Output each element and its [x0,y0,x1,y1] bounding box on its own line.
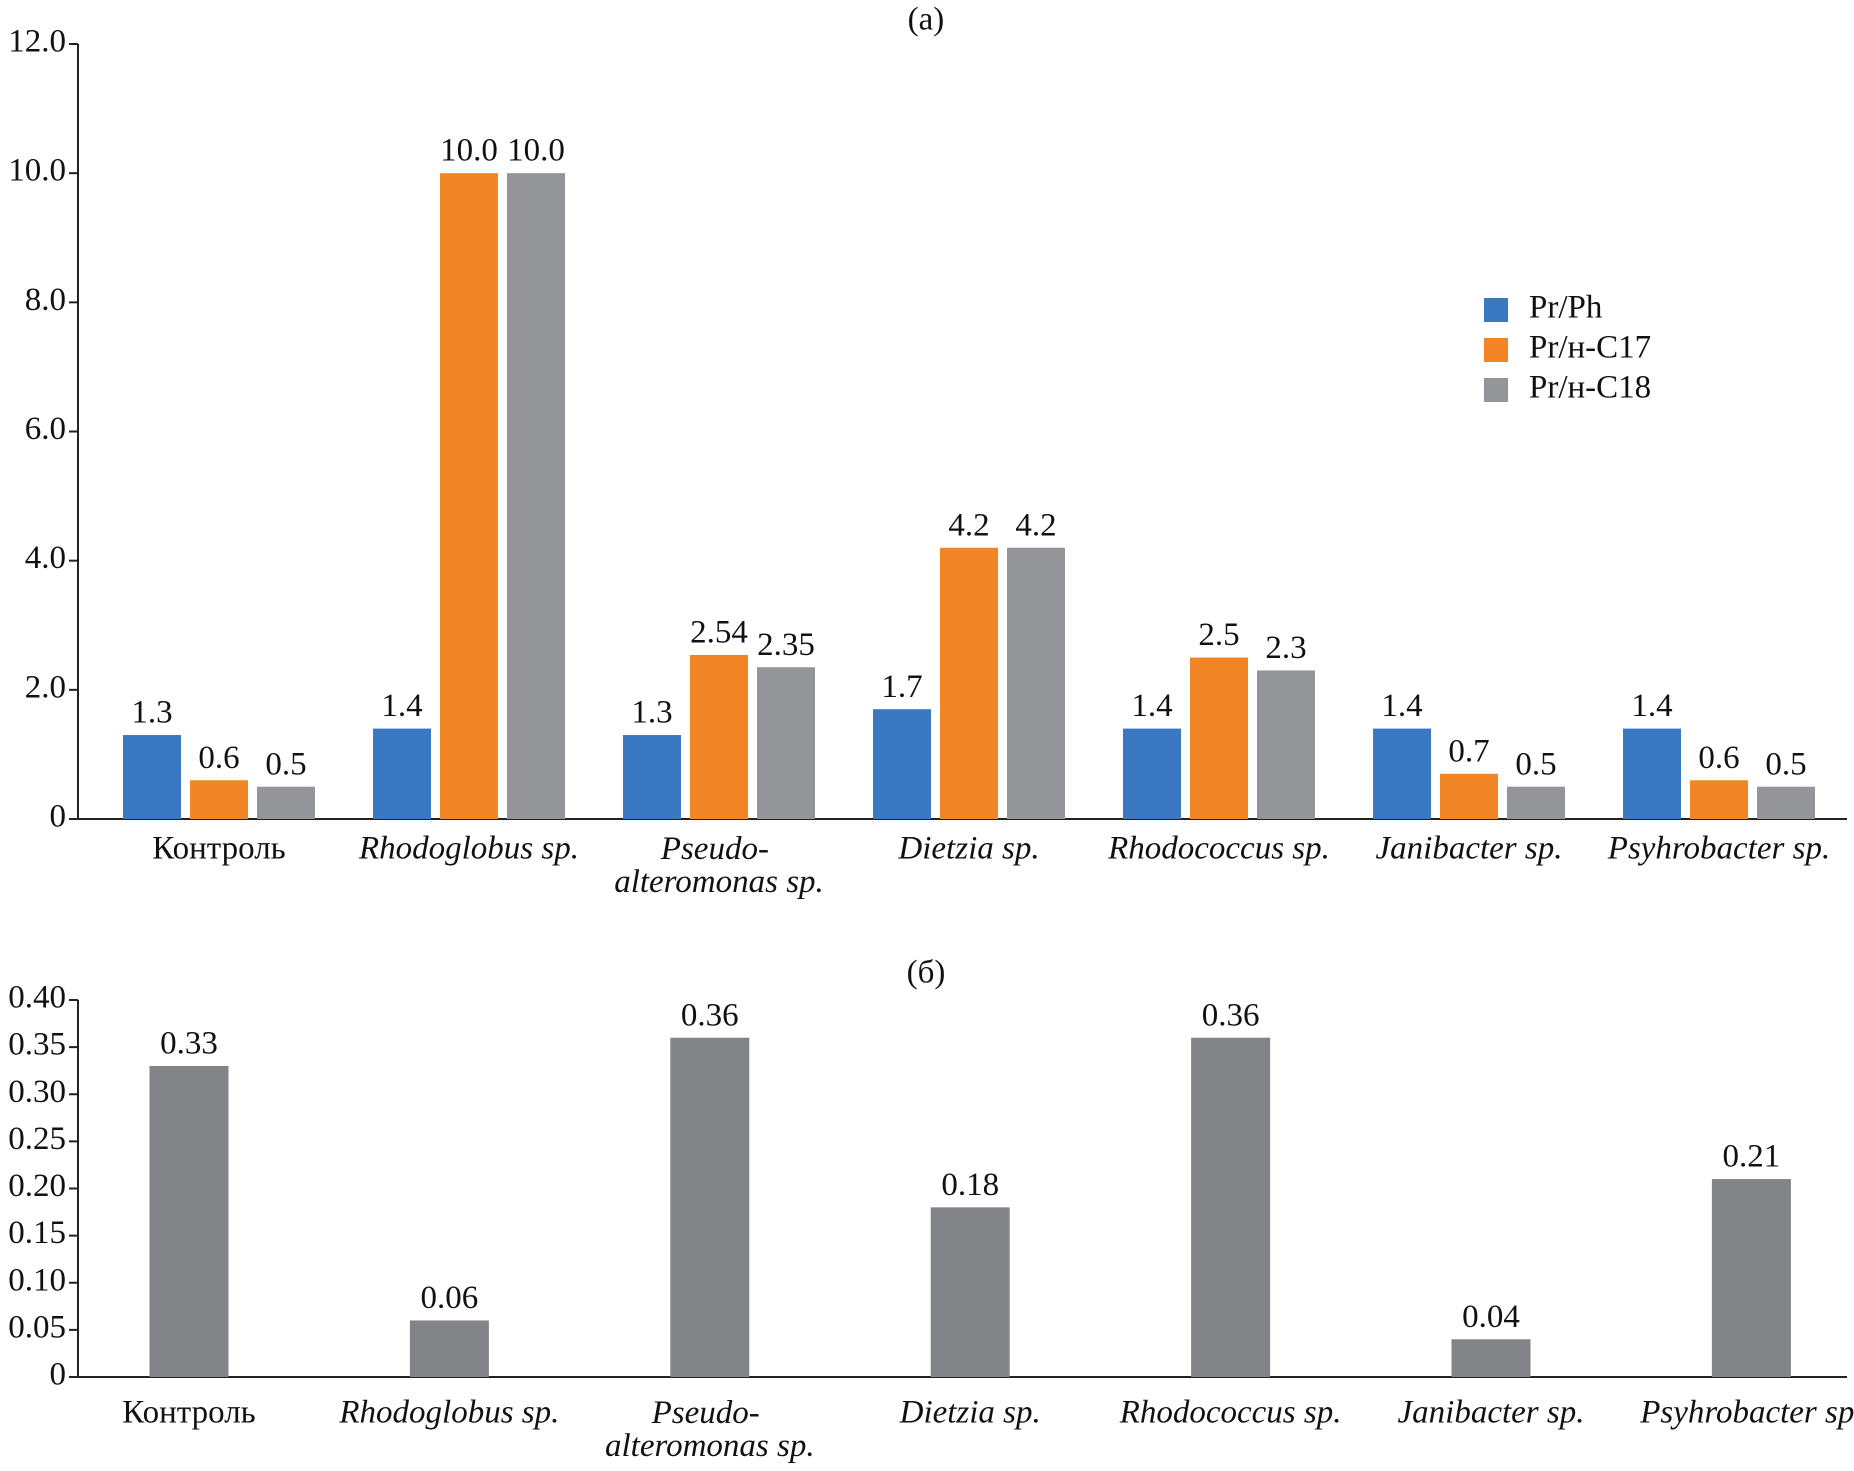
y-tick-label: 6.0 [25,411,66,447]
y-tick-label: 0.30 [8,1074,66,1110]
value-label: 0.33 [160,1026,218,1062]
y-tick-label: 8.0 [25,282,66,318]
x-tick-label: Dietzia sp. [897,831,1039,867]
bar [940,547,998,819]
x-tick-label: Pseudo- alteromonas sp. [605,1395,815,1464]
legend-swatch [1484,338,1508,362]
x-tick-label: Rhodoglobus sp. [338,1395,559,1431]
bar [1623,728,1681,819]
bar [930,1207,1010,1377]
bar [1007,547,1065,819]
bar [1123,728,1181,819]
bar [373,728,431,819]
bar [1440,773,1498,819]
y-tick-label: 0.40 [8,980,66,1016]
y-tick-label: 12.0 [8,24,66,60]
value-label: 0.6 [198,740,239,776]
value-label: 0.18 [941,1167,999,1203]
bar [1757,786,1815,819]
x-tick-label: Контроль [122,1395,255,1431]
bar [190,780,248,819]
bar [507,173,565,819]
value-label: 1.3 [131,695,172,731]
bar [123,735,181,819]
y-tick-label: 0.10 [8,1262,66,1298]
bar [1190,657,1248,819]
value-label: 0.7 [1448,733,1489,769]
value-label: 0.21 [1723,1139,1781,1175]
bar [1257,670,1315,819]
value-label: 0.5 [1515,746,1556,782]
value-label: 2.3 [1265,630,1306,666]
x-tick-label: Psyhrobacter sp. [1639,1395,1854,1431]
value-label: 4.2 [1015,507,1056,543]
value-label: 1.3 [631,695,672,731]
value-label: 2.54 [690,615,748,651]
legend-label: Pr/н-C17 [1529,330,1651,366]
legend-swatch [1484,298,1508,322]
value-label: 1.4 [1131,688,1172,724]
y-tick-label: 0.25 [8,1121,66,1157]
bar [1451,1339,1531,1377]
value-label: 10.0 [440,133,498,169]
bar [1191,1037,1271,1377]
x-tick-label: Janibacter sp. [1376,831,1563,867]
bar [1373,728,1431,819]
value-label: 2.5 [1198,617,1239,653]
x-tick-label: Rhodoglobus sp. [358,831,579,867]
bar [409,1320,489,1377]
value-label: 0.36 [681,997,739,1033]
bar [440,173,498,819]
y-tick-label: 0.15 [8,1215,66,1251]
y-tick-label: 10.0 [8,153,66,189]
value-label: 10.0 [507,133,565,169]
y-tick-label: 0.05 [8,1309,66,1345]
bar [690,654,748,819]
y-tick-label: 4.0 [25,540,66,576]
bar [623,735,681,819]
bar [757,667,815,819]
bar [1690,780,1748,819]
y-tick-label: 2.0 [25,669,66,705]
y-tick-label: 0 [50,1357,67,1393]
bar [670,1037,750,1377]
value-label: 0.36 [1202,997,1260,1033]
x-tick-label: Janibacter sp. [1398,1395,1585,1431]
x-tick-label: Контроль [152,831,285,867]
y-tick-label: 0.20 [8,1168,66,1204]
y-tick-label: 0 [50,799,67,835]
x-tick-label: Rhodococcus sp. [1107,831,1330,867]
value-label: 1.4 [1631,688,1672,724]
bar [873,709,931,819]
x-tick-label: Dietzia sp. [899,1395,1041,1431]
value-label: 0.5 [265,746,306,782]
value-label: 4.2 [948,507,989,543]
bar [1507,786,1565,819]
value-label: 0.04 [1462,1299,1520,1335]
value-label: 1.4 [381,688,422,724]
legend-label: Pr/Ph [1529,290,1603,326]
value-label: 1.7 [881,669,922,705]
bar [257,786,315,819]
x-tick-label: Psyhrobacter sp. [1607,831,1830,867]
value-label: 0.5 [1765,746,1806,782]
bar [1711,1179,1791,1377]
value-label: 0.06 [421,1280,479,1316]
value-label: 2.35 [757,627,815,663]
y-tick-label: 0.35 [8,1027,66,1063]
x-tick-label: Rhodococcus sp. [1119,1395,1342,1431]
legend-swatch [1484,378,1508,402]
bar [149,1065,229,1377]
chart-title: (б) [907,955,946,991]
legend-label: Pr/н-C18 [1529,370,1651,406]
value-label: 1.4 [1381,688,1422,724]
chart-title: (a) [908,2,945,38]
x-tick-label: Pseudo- alteromonas sp. [614,831,824,900]
value-label: 0.6 [1698,740,1739,776]
